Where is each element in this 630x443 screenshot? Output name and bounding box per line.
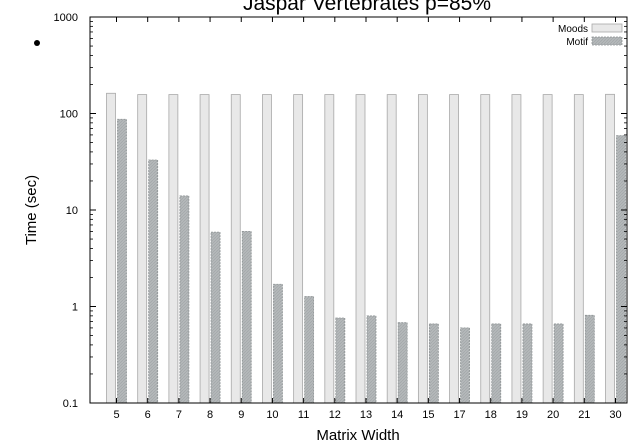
x-tick-label: 15 [422, 409, 434, 421]
bar-moods [480, 94, 491, 404]
bar-moods [386, 94, 397, 404]
legend-swatch-moods [591, 23, 623, 33]
x-tick-label: 10 [266, 409, 278, 421]
bar-motif [428, 323, 439, 404]
x-tick-label: 8 [207, 409, 213, 421]
x-axis-label: Matrix Width [316, 427, 399, 443]
bar-motif [148, 159, 159, 404]
bar-moods [293, 94, 304, 404]
bar-motif [616, 135, 626, 404]
x-tick-label: 21 [578, 409, 590, 421]
legend-label-moods: Moods [558, 24, 588, 35]
y-axis-label: Time (sec) [23, 175, 40, 245]
bar-moods [573, 94, 584, 404]
x-tick-label: 5 [113, 409, 119, 421]
bar-moods [137, 94, 148, 404]
y-tick-label: 1 [72, 302, 78, 314]
y-axis: 0.1 1 10 100 1000 [54, 12, 627, 410]
bar-motif [366, 315, 377, 404]
x-tick-label: 9 [238, 409, 244, 421]
bar-moods [262, 94, 272, 404]
x-axis: 5 6 7 8 9 10 11 12 13 14 15 17 18 19 20 21 30 [113, 17, 622, 421]
bar-moods [106, 92, 116, 404]
bar-motif [304, 296, 315, 404]
y-tick-label: 100 [60, 109, 78, 121]
bar-moods [324, 94, 335, 404]
bar-motif [522, 323, 533, 404]
legend: Moods Motif [558, 23, 623, 48]
bar-motif [584, 314, 595, 404]
y-tick-label: 10 [66, 205, 78, 217]
x-tick-label: 19 [516, 409, 528, 421]
bar-motif [179, 195, 190, 404]
x-tick-label: 6 [145, 409, 151, 421]
x-tick-label: 17 [453, 409, 465, 421]
legend-swatch-motif [591, 36, 623, 46]
x-tick-label: 20 [547, 409, 559, 421]
bar-motif [210, 231, 221, 404]
bullet-dot [34, 40, 40, 46]
bar-motif [241, 231, 252, 404]
x-tick-label: 13 [360, 409, 372, 421]
y-tick-label: 1000 [54, 12, 78, 24]
bar-motif [117, 118, 127, 404]
legend-label-motif: Motif [566, 37, 588, 48]
bar-motif [491, 323, 502, 404]
chart-title: Jaspar Vertebrates p=85% [243, 0, 491, 15]
bar-motif [397, 322, 408, 404]
x-tick-label: 18 [485, 409, 497, 421]
x-tick-label: 14 [391, 409, 403, 421]
bar-moods [168, 94, 179, 404]
x-tick-label: 12 [329, 409, 341, 421]
bar-moods [355, 94, 366, 404]
bar-moods [511, 94, 522, 404]
bar-moods [199, 94, 210, 404]
y-tick-label: 0.1 [63, 398, 78, 410]
bar-moods [230, 94, 241, 404]
bar-moods [449, 94, 459, 404]
bar-motif [460, 327, 470, 404]
x-tick-label: 7 [176, 409, 182, 421]
bar-moods [542, 94, 553, 404]
bar-motif [553, 323, 564, 404]
x-tick-label: 11 [298, 409, 309, 421]
bars-group [106, 92, 626, 404]
bar-moods [605, 93, 615, 404]
x-tick-label: 30 [609, 409, 621, 421]
bar-motif [273, 283, 283, 404]
bar-motif [335, 317, 346, 404]
bar-moods [417, 94, 428, 404]
